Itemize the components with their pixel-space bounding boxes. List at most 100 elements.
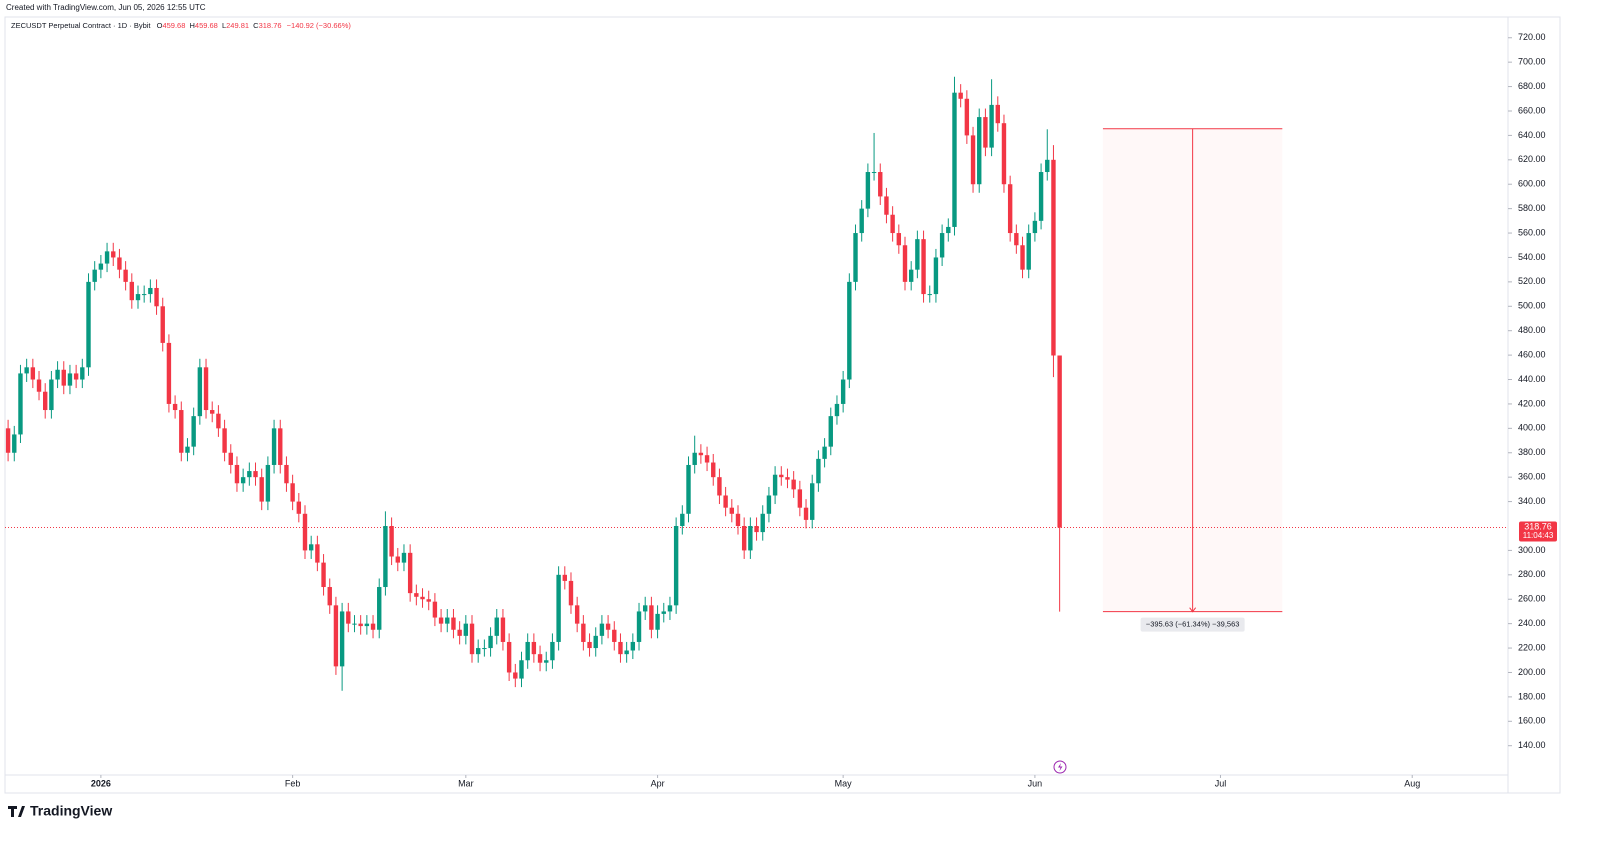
candle-body <box>259 477 264 502</box>
candle-body <box>290 483 295 502</box>
candle-body <box>847 281 852 380</box>
candle-body <box>1020 245 1025 270</box>
candle-body <box>797 489 803 508</box>
icon-ring <box>1053 760 1067 774</box>
candle-body <box>234 464 240 484</box>
candle-body <box>766 495 772 514</box>
candle-body <box>1032 220 1038 234</box>
candle-body <box>438 617 444 624</box>
candle-body <box>61 369 66 386</box>
candles <box>5 76 1062 691</box>
candle-body <box>253 471 258 478</box>
candle-body <box>333 605 339 667</box>
candle-body <box>735 513 741 526</box>
y-tick-label: 140.00 <box>1518 740 1546 750</box>
candle-body <box>172 403 178 411</box>
candle-body <box>401 552 407 563</box>
candle-body <box>49 379 54 411</box>
x-tick-label: 2026 <box>91 778 111 788</box>
candle-body <box>853 233 858 282</box>
ohlc-key: H <box>189 21 194 30</box>
ohlc-value: 459.68 <box>162 21 185 30</box>
candle-body <box>160 306 165 343</box>
last-price-box <box>1519 521 1557 542</box>
candle-body <box>550 641 555 661</box>
y-tick-label: 240.00 <box>1518 618 1546 628</box>
candle-body <box>18 373 23 435</box>
y-tick-label: 400.00 <box>1518 423 1546 433</box>
candle-body <box>562 574 567 581</box>
y-tick-label: 540.00 <box>1518 252 1546 262</box>
measure-arrowhead <box>1189 607 1197 613</box>
candle-body <box>636 611 642 642</box>
candle-body <box>958 92 963 99</box>
candle-body <box>890 214 895 234</box>
candle-body <box>878 172 883 197</box>
candle-body <box>228 452 233 465</box>
candle-body <box>197 367 203 417</box>
candle-body <box>346 611 351 624</box>
candle-body <box>673 525 679 606</box>
candle-body <box>544 660 549 663</box>
candle-body <box>908 269 914 282</box>
y-tick-label: 640.00 <box>1518 130 1546 140</box>
y-tick-label: 660.00 <box>1518 105 1546 115</box>
candle-body <box>915 239 920 270</box>
candle-body <box>210 410 215 414</box>
candle-body <box>513 672 518 679</box>
events-icon <box>1053 760 1067 774</box>
candle-body <box>271 428 277 465</box>
candle-body <box>1038 172 1044 221</box>
candle-body <box>36 379 42 392</box>
candle-body <box>952 92 957 227</box>
candle-body <box>141 294 147 296</box>
candle-body <box>12 434 17 453</box>
candle-body <box>475 648 481 655</box>
icon-bolt <box>1058 763 1063 771</box>
candle-body <box>977 117 982 185</box>
candle-body <box>970 135 976 185</box>
candle-body <box>667 605 673 612</box>
ohlc-key: C <box>253 21 259 30</box>
candle-body <box>519 660 524 679</box>
candle-body <box>179 410 184 453</box>
candle-body <box>896 233 902 246</box>
countdown: 11:04:43 <box>1523 531 1554 540</box>
candle-body <box>581 623 586 642</box>
candle-body <box>86 281 91 368</box>
candle-body <box>500 617 506 642</box>
y-tick-label: 300.00 <box>1518 545 1546 555</box>
candle-body <box>506 641 512 673</box>
candle-body <box>556 574 561 642</box>
candle-body <box>859 208 864 234</box>
y-tick-label: 260.00 <box>1518 594 1546 604</box>
candle-body <box>537 654 543 663</box>
candle-body <box>1026 233 1031 270</box>
y-tick-label: 480.00 <box>1518 325 1546 335</box>
candle-body <box>358 623 363 627</box>
candle-body <box>80 367 85 380</box>
candle-body <box>574 605 580 624</box>
candle-body <box>469 623 475 655</box>
logo-mark <box>8 806 25 817</box>
candle-body <box>840 379 846 404</box>
y-tick-label: 360.00 <box>1518 472 1546 482</box>
candle-body <box>1045 159 1050 173</box>
ohlc-key: L <box>222 21 226 30</box>
y-tick-label: 380.00 <box>1518 447 1546 457</box>
candle-body <box>104 251 110 264</box>
candle-body <box>488 635 493 649</box>
x-tick-label: Jun <box>1028 778 1043 788</box>
candle-body <box>73 373 79 380</box>
candle-body <box>321 562 326 588</box>
candle-body <box>568 580 574 606</box>
y-tick-label: 220.00 <box>1518 642 1546 652</box>
y-tick-label: 700.00 <box>1518 57 1546 67</box>
candle-body <box>884 196 889 215</box>
candle-body <box>278 428 283 465</box>
y-tick-label: 580.00 <box>1518 203 1546 213</box>
candle-body <box>154 287 159 307</box>
candle-body <box>772 474 778 496</box>
candle-body <box>711 462 716 478</box>
y-tick-label: 200.00 <box>1518 667 1546 677</box>
